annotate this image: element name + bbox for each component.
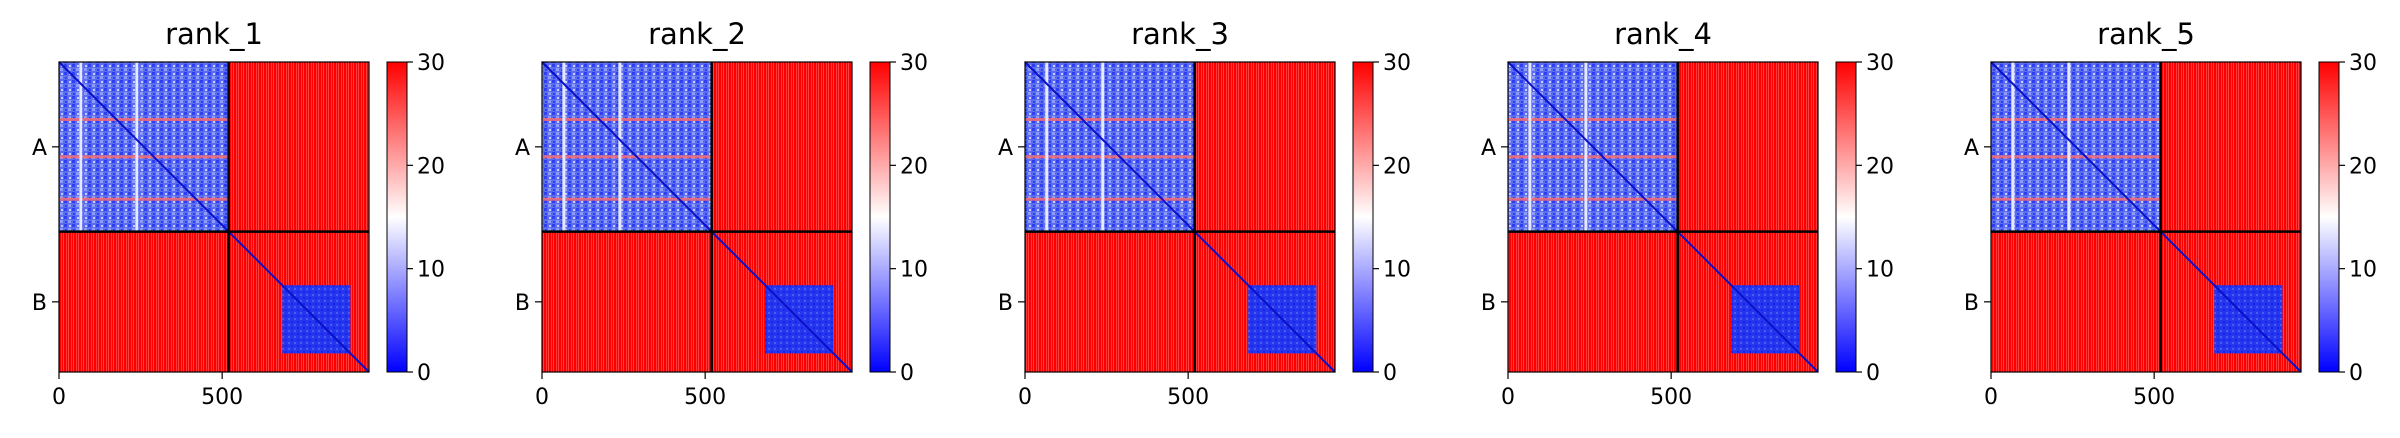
panel-title: rank_2 <box>648 17 746 51</box>
pae-stripe <box>542 155 712 159</box>
y-tick-label: A <box>515 136 530 161</box>
colorbar-tick-label: 10 <box>2349 258 2377 283</box>
diagonal <box>1024 61 1336 373</box>
x-tick-label: 0 <box>1501 385 1515 410</box>
y-tick-label: B <box>32 291 47 316</box>
x-tick-label: 500 <box>1650 385 1692 410</box>
colorbar-tick-label: 0 <box>1383 361 1397 386</box>
panel-title: rank_4 <box>1614 17 1712 51</box>
pae-stripe <box>1025 155 1195 159</box>
colorbar-tick-label: 10 <box>900 258 928 283</box>
heatmap-panel: rank_5 A B 0 500 0 10 20 30 <box>1964 17 2377 410</box>
pae-stripe <box>1991 197 2161 201</box>
axes-frame <box>1024 61 1336 373</box>
axes-frame <box>541 61 853 373</box>
colorbar-tick-label: 30 <box>2349 51 2377 76</box>
heatmap-panel: rank_3 A B 0 500 0 10 20 30 <box>998 17 1411 410</box>
heatmap-panel: rank_4 A B 0 500 0 10 20 30 <box>1481 17 1894 410</box>
x-tick-label: 500 <box>201 385 243 410</box>
heatmap-panel: rank_2 A B 0 500 0 10 20 30 <box>515 17 928 410</box>
pae-stripe <box>59 155 229 159</box>
y-tick-label: A <box>32 136 47 161</box>
colorbar-tick-label: 20 <box>417 154 445 179</box>
colorbar-tick-label: 10 <box>1383 258 1411 283</box>
y-tick-label: B <box>998 291 1013 316</box>
colorbar <box>1835 61 1857 373</box>
colorbar-tick-label: 0 <box>900 361 914 386</box>
diagonal <box>1990 61 2302 373</box>
pae-stripe <box>1508 155 1678 159</box>
colorbar-tick-label: 20 <box>1866 154 1894 179</box>
pae-stripe <box>79 62 83 232</box>
pae-stripe <box>618 62 622 232</box>
pae-stripe <box>1528 62 1532 232</box>
y-tick-label: B <box>1481 291 1496 316</box>
x-tick-label: 0 <box>1984 385 1998 410</box>
y-tick-label: B <box>1964 291 1979 316</box>
colorbar <box>1352 61 1374 373</box>
diagonal <box>58 61 370 373</box>
panel-title: rank_3 <box>1131 17 1229 51</box>
colorbar-tick-label: 20 <box>1383 154 1411 179</box>
pae-stripe <box>1584 62 1588 232</box>
panel-title: rank_5 <box>2097 17 2195 51</box>
y-tick-label: A <box>998 136 1013 161</box>
heatmap-panel: rank_1 A B 0 500 0 10 20 30 <box>32 17 445 410</box>
pae-stripe <box>1025 117 1195 121</box>
pae-stripe <box>562 62 566 232</box>
colorbar-tick-label: 20 <box>2349 154 2377 179</box>
diagonal <box>541 61 853 373</box>
colorbar-tick-label: 10 <box>1866 258 1894 283</box>
x-tick-label: 0 <box>535 385 549 410</box>
colorbar-tick-label: 20 <box>900 154 928 179</box>
panel-title: rank_1 <box>165 17 263 51</box>
pae-stripe <box>542 197 712 201</box>
colorbar-tick-label: 30 <box>417 51 445 76</box>
diagonal <box>1507 61 1819 373</box>
pae-stripe <box>1101 62 1105 232</box>
x-tick-label: 0 <box>52 385 66 410</box>
colorbar-tick-label: 10 <box>417 258 445 283</box>
pae-stripe <box>1045 62 1049 232</box>
colorbar-tick-label: 0 <box>1866 361 1880 386</box>
pae-stripe <box>59 117 229 121</box>
pae-stripe <box>2011 62 2015 232</box>
pae-stripe <box>1991 155 2161 159</box>
colorbar-tick-label: 30 <box>1866 51 1894 76</box>
axes-frame <box>1507 61 1819 373</box>
y-tick-label: A <box>1481 136 1496 161</box>
pae-stripe <box>2067 62 2071 232</box>
colorbar <box>2318 61 2340 373</box>
y-tick-label: A <box>1964 136 1979 161</box>
colorbar <box>386 61 408 373</box>
colorbar-tick-label: 0 <box>2349 361 2363 386</box>
axes-frame <box>1990 61 2302 373</box>
pae-stripe <box>1025 197 1195 201</box>
colorbar <box>869 61 891 373</box>
x-tick-label: 0 <box>1018 385 1032 410</box>
pae-stripe <box>1991 117 2161 121</box>
x-tick-label: 500 <box>2133 385 2175 410</box>
pae-stripe <box>542 117 712 121</box>
y-tick-label: B <box>515 291 530 316</box>
colorbar-tick-label: 30 <box>900 51 928 76</box>
x-tick-label: 500 <box>1167 385 1209 410</box>
x-tick-label: 500 <box>684 385 726 410</box>
colorbar-tick-label: 0 <box>417 361 431 386</box>
colorbar-tick-label: 30 <box>1383 51 1411 76</box>
pae-stripe <box>59 197 229 201</box>
axes-frame <box>58 61 370 373</box>
pae-stripe <box>1508 117 1678 121</box>
pae-stripe <box>135 62 139 232</box>
pae-stripe <box>1508 197 1678 201</box>
